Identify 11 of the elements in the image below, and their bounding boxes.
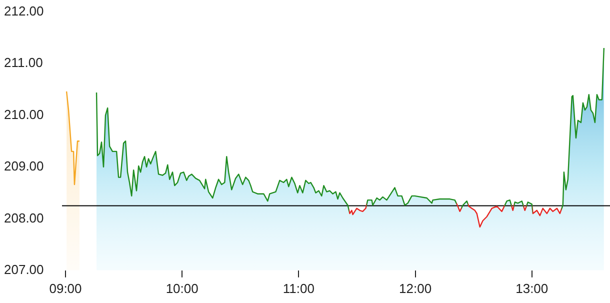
x-tick-label: 09:00 bbox=[49, 280, 82, 296]
x-tick-label: 12:00 bbox=[399, 280, 432, 296]
y-tick-label: 207.00 bbox=[4, 262, 44, 277]
y-tick-label: 212.00 bbox=[4, 3, 44, 18]
y-tick-label: 209.00 bbox=[4, 158, 44, 174]
x-tick-label: 11:00 bbox=[282, 280, 314, 296]
x-tick-label: 10:00 bbox=[166, 280, 198, 296]
y-tick-label: 210.00 bbox=[4, 106, 44, 122]
y-tick-label: 208.00 bbox=[4, 210, 44, 226]
x-tick-label: 13:00 bbox=[516, 280, 548, 296]
y-tick-label: 211.00 bbox=[4, 55, 43, 70]
